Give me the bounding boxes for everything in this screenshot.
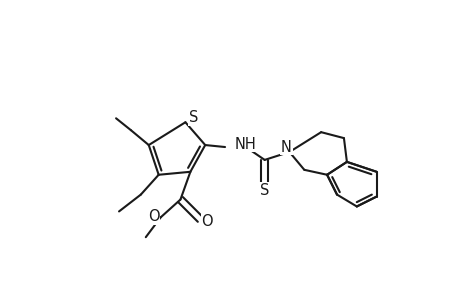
Text: O: O: [148, 209, 159, 224]
Text: NH: NH: [235, 136, 256, 152]
Text: S: S: [188, 110, 198, 125]
Text: S: S: [259, 183, 269, 198]
Text: O: O: [201, 214, 213, 229]
Text: N: N: [280, 140, 291, 154]
